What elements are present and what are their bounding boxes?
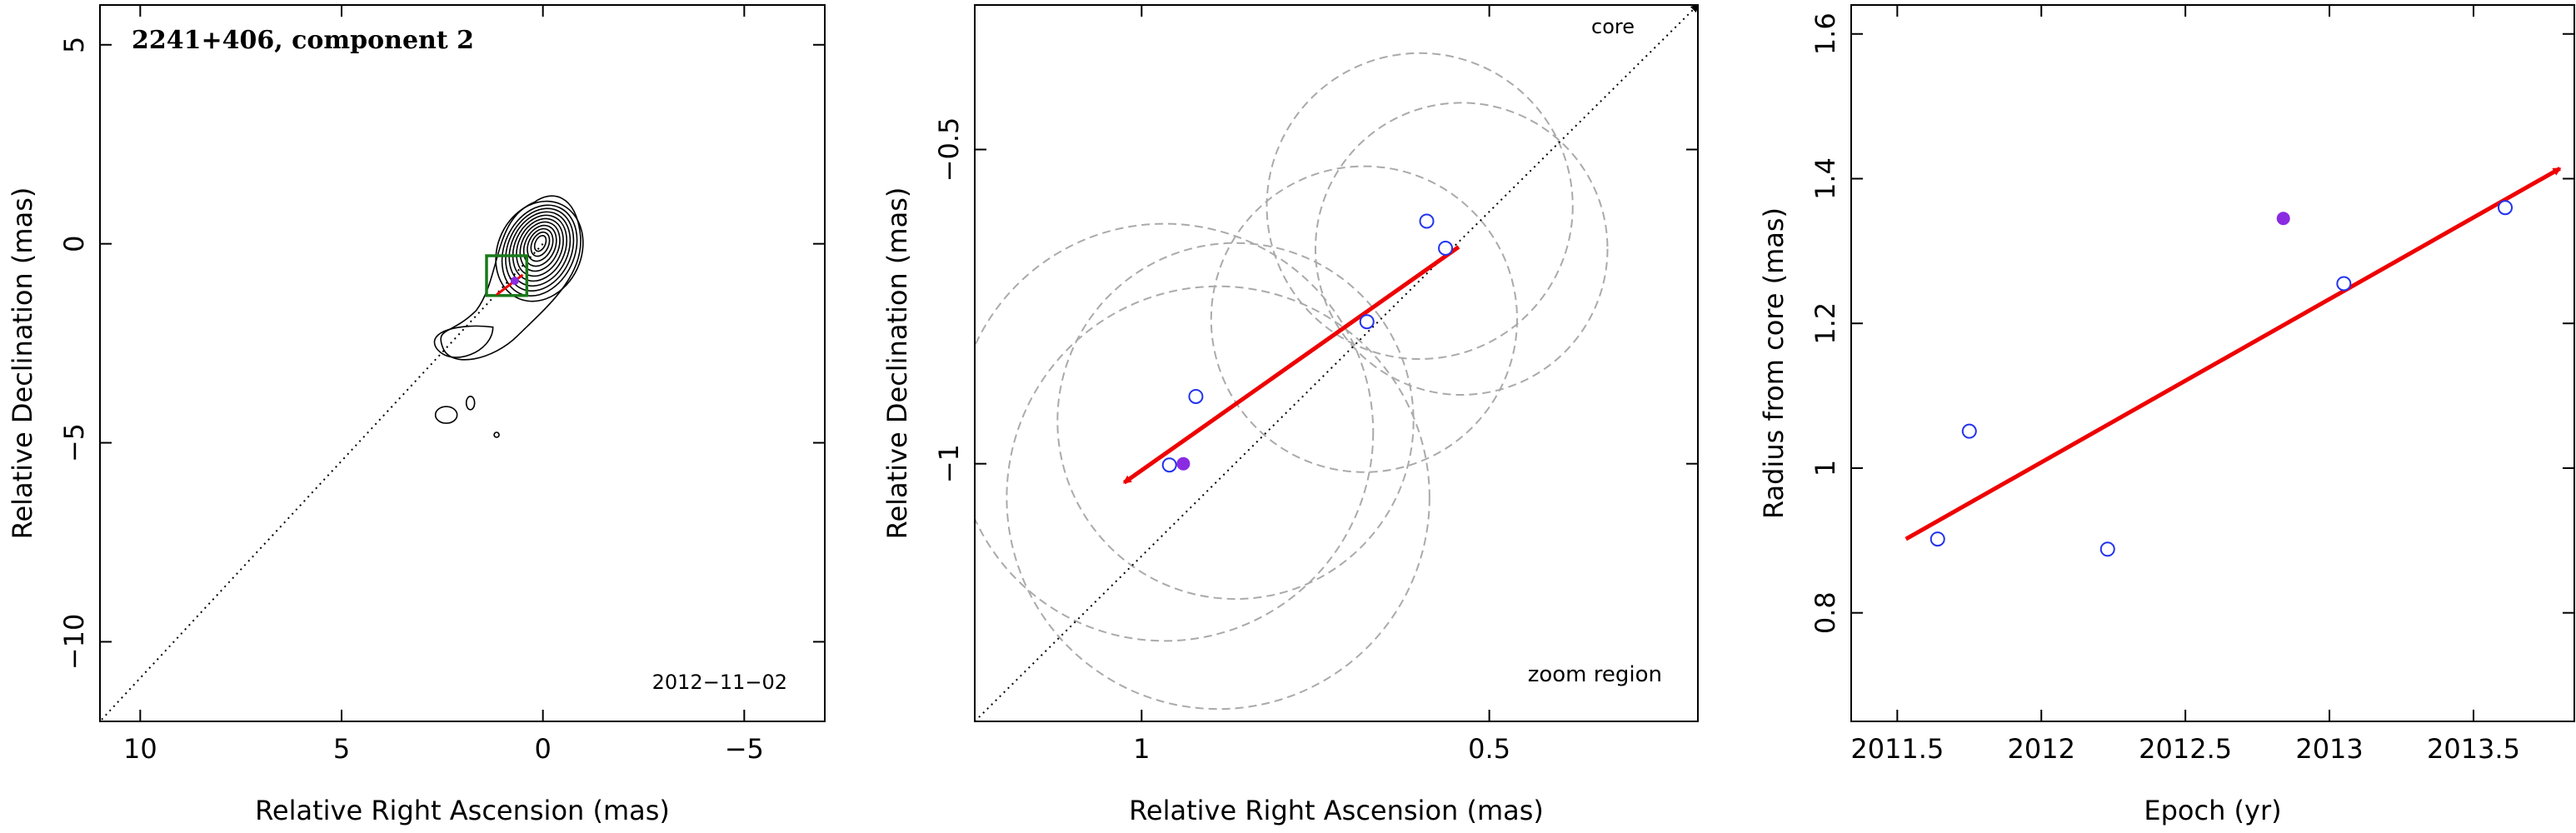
panel-radius-epoch-xtick-label: 2012	[2008, 733, 2075, 765]
panel-radius-epoch-ytick-label: 0.8	[1810, 591, 1841, 634]
contour-level	[522, 224, 557, 267]
contour-level	[519, 221, 561, 272]
fit-arrow	[1122, 245, 1460, 485]
contour-level	[440, 195, 582, 361]
error-circle	[1314, 102, 1609, 396]
jet-axis-line	[975, 5, 1698, 721]
panel-radius-epoch-ytick-label: 1.2	[1810, 302, 1841, 345]
data-point-open	[1188, 388, 1204, 404]
data-point-open	[1161, 457, 1177, 473]
zoom-box	[485, 254, 529, 297]
contour-island	[465, 395, 476, 411]
panel-sky-map-ytick-label: −10	[58, 614, 90, 671]
data-point-filled	[2276, 212, 2290, 226]
panel-sky-map-frame	[99, 4, 826, 722]
panel-zoom-ytick-label: −0.5	[933, 117, 965, 182]
panel-radius-epoch-ytick-label: 1.4	[1810, 157, 1841, 200]
contour-map	[433, 195, 584, 438]
panel-zoom-xtick-label: 1	[1133, 733, 1150, 765]
panel-radius-epoch-xlabel: Epoch (yr)	[2144, 795, 2281, 826]
panel-zoom-region-label: zoom region	[1528, 662, 1662, 687]
contour-level	[433, 325, 494, 358]
component-fit-arrow	[496, 273, 524, 297]
panel-zoom-ytick-label: −1	[933, 444, 965, 483]
fit-arrow	[1905, 167, 2562, 541]
panel-zoom-core-label: core	[1591, 15, 1635, 38]
panel-sky-map-title: 2241+406, component 2	[132, 26, 474, 55]
panel-sky-map: 10 5 0 −5 5 0 −5 −10 2241+406, component 2 2012…	[7, 4, 826, 826]
panel-radius-epoch-xtick-label: 2011.5	[1850, 733, 1944, 765]
data-point-open	[1419, 213, 1435, 229]
panel-sky-map-xtick-label: 5	[333, 733, 350, 765]
panel-radius-epoch-frame	[1850, 4, 2575, 722]
data-point-open	[2336, 276, 2352, 292]
data-point-open	[1961, 423, 1977, 439]
contour-level	[505, 207, 575, 292]
panel-sky-map-xlabel: Relative Right Ascension (mas)	[255, 795, 670, 826]
panel-sky-map-ytick-label: 5	[58, 37, 90, 53]
data-point-open	[2099, 541, 2115, 557]
panel-radius-epoch-ylabel: Radius from core (mas)	[1758, 207, 1790, 519]
data-point-filled	[1176, 456, 1191, 471]
panel-radius-epoch-xtick-label: 2013.5	[2427, 733, 2520, 765]
contour-level	[501, 204, 578, 297]
panel-radius-epoch-ytick-label: 1	[1810, 460, 1841, 476]
panel-zoom-xtick-label: 0.5	[1468, 733, 1510, 765]
jet-axis-line	[100, 242, 544, 721]
component-marker	[510, 277, 519, 286]
panel-sky-map-xtick-label: −5	[725, 733, 764, 765]
data-point-open	[1359, 314, 1375, 330]
panel-radius-epoch: 2011.5 2012 2012.5 2013 2013.50.811.21.41.6 …	[1758, 4, 2575, 826]
contour-level	[533, 235, 547, 252]
panel-sky-map-xtick-label: 0	[534, 733, 551, 765]
data-point-open	[2498, 200, 2514, 216]
error-circle	[1006, 285, 1430, 711]
contour-island	[493, 431, 500, 438]
data-point-open	[1930, 531, 1945, 547]
panel-sky-map-xtick-label: 10	[123, 733, 157, 765]
panel-radius-epoch-ytick-label: 1.6	[1810, 12, 1841, 55]
error-circle	[975, 222, 1375, 642]
error-circle	[1266, 52, 1574, 361]
panel-zoom: 1 0.5 −0.5 −1 core zoom region Relative Rig…	[881, 4, 1699, 826]
contour-level	[512, 214, 568, 282]
panel-zoom-xlabel: Relative Right Ascension (mas)	[1129, 795, 1544, 826]
contour-level	[508, 211, 572, 287]
contour-level	[495, 200, 584, 302]
panel-radius-epoch-xtick-label: 2013	[2295, 733, 2363, 765]
panel-sky-map-date: 2012−11−02	[652, 671, 787, 694]
contour-island	[434, 406, 458, 424]
panel-sky-map-ytick-label: 0	[58, 235, 90, 252]
contour-level	[527, 227, 554, 262]
panel-zoom-frame	[974, 4, 1699, 722]
data-point-open	[1438, 240, 1454, 256]
panel-sky-map-ylabel: Relative Declination (mas)	[7, 187, 38, 540]
error-circle	[1210, 165, 1519, 473]
panel-zoom-ylabel: Relative Declination (mas)	[881, 187, 913, 540]
error-circle	[1056, 242, 1415, 601]
panel-sky-map-ytick-label: −5	[58, 423, 90, 462]
contour-level	[530, 231, 551, 257]
panel-radius-epoch-xtick-label: 2012.5	[2139, 733, 2232, 765]
